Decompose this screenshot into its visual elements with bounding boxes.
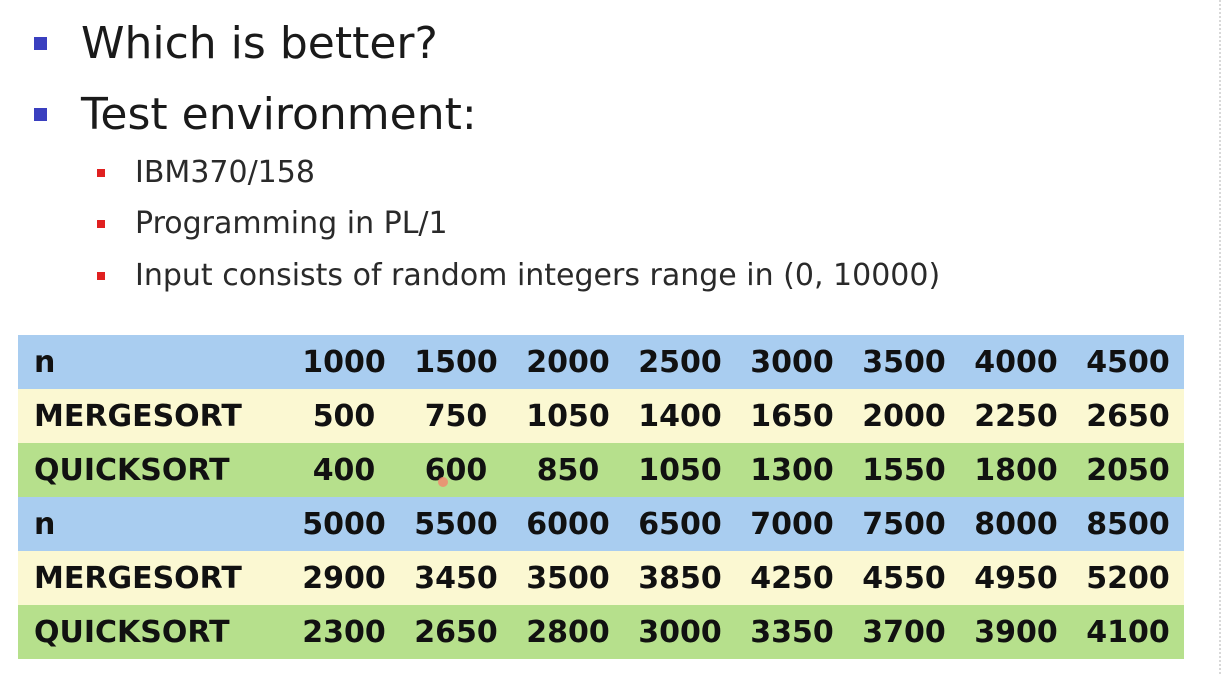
table-cell: 4000: [974, 344, 1058, 380]
table-cell: 1400: [638, 398, 722, 434]
table-cell: 2000: [862, 398, 946, 434]
table-row-mergesort: MERGESORT 2900 3450 3500 3850 4250 4550 …: [18, 551, 1184, 605]
table-cell: 850: [536, 452, 600, 488]
edge-divider: [1219, 0, 1221, 674]
table-cell: 4250: [750, 560, 834, 596]
row-label: MERGESORT: [34, 398, 242, 434]
table-cell: 750: [424, 398, 488, 434]
bullet-test-environment: Test environment:: [34, 89, 477, 140]
sub-bullet-language: Programming in PL/1: [97, 206, 448, 241]
table-cell: 2300: [302, 614, 386, 650]
table-cell: 2250: [974, 398, 1058, 434]
table-cell: 6500: [638, 506, 722, 542]
row-label: n: [34, 344, 56, 380]
table-cell: 1650: [750, 398, 834, 434]
table-cell: 3500: [526, 560, 610, 596]
row-label: n: [34, 506, 56, 542]
table-cell: 1500: [414, 344, 498, 380]
table-cell: 4500: [1086, 344, 1170, 380]
table-cell: 7500: [862, 506, 946, 542]
sub-bullet-square-icon: [97, 168, 105, 177]
table-cell: 2800: [526, 614, 610, 650]
row-label: QUICKSORT: [34, 614, 230, 650]
table-row-quicksort: QUICKSORT 2300 2650 2800 3000 3350 3700 …: [18, 605, 1184, 659]
table-cell: 3900: [974, 614, 1058, 650]
bullet-which-is-better: Which is better?: [34, 18, 438, 69]
table-cell: 5200: [1086, 560, 1170, 596]
sub-bullet-text: IBM370/158: [135, 155, 315, 190]
table-cell: 500: [312, 398, 376, 434]
table-cell: 2900: [302, 560, 386, 596]
sub-bullet-square-icon: [97, 219, 105, 228]
table-cell: 3700: [862, 614, 946, 650]
table-cell: 400: [312, 452, 376, 488]
bullet-square-icon: [34, 37, 47, 50]
table-cell: 2650: [1086, 398, 1170, 434]
pointer-cursor-icon: [438, 477, 448, 487]
table-row-n: n 5000 5500 6000 6500 7000 7500 8000 850…: [18, 497, 1184, 551]
table-cell: 3000: [638, 614, 722, 650]
bullet-square-icon: [34, 108, 47, 121]
table-cell: 1800: [974, 452, 1058, 488]
table-cell: 2000: [526, 344, 610, 380]
table-cell: 7000: [750, 506, 834, 542]
row-label: MERGESORT: [34, 560, 242, 596]
table-cell: 1550: [862, 452, 946, 488]
table-cell: 3000: [750, 344, 834, 380]
table-cell: 8500: [1086, 506, 1170, 542]
table-cell: 8000: [974, 506, 1058, 542]
sub-bullet-input: Input consists of random integers range …: [97, 258, 940, 293]
table-cell: 3450: [414, 560, 498, 596]
table-cell: 2500: [638, 344, 722, 380]
table-cell: 1050: [638, 452, 722, 488]
sub-bullet-text: Input consists of random integers range …: [135, 258, 941, 293]
table-row-quicksort: QUICKSORT 400 600 850 1050 1300 1550 180…: [18, 443, 1184, 497]
table-cell: 3500: [862, 344, 946, 380]
table-row-mergesort: MERGESORT 500 750 1050 1400 1650 2000 22…: [18, 389, 1184, 443]
table-cell: 3850: [638, 560, 722, 596]
table-cell: 600: [424, 452, 488, 488]
sort-timing-table: n 1000 1500 2000 2500 3000 3500 4000 450…: [18, 335, 1184, 659]
table-cell: 1050: [526, 398, 610, 434]
table-row-n: n 1000 1500 2000 2500 3000 3500 4000 450…: [18, 335, 1184, 389]
sub-bullet-machine: IBM370/158: [97, 155, 315, 190]
table-cell: 5000: [302, 506, 386, 542]
table-cell: 1300: [750, 452, 834, 488]
table-cell: 4950: [974, 560, 1058, 596]
sub-bullet-square-icon: [97, 271, 105, 280]
table-cell: 6000: [526, 506, 610, 542]
table-cell: 4550: [862, 560, 946, 596]
table-cell: 5500: [414, 506, 498, 542]
bullet-text: Which is better?: [81, 18, 438, 69]
table-cell: 2050: [1086, 452, 1170, 488]
row-label: QUICKSORT: [34, 452, 230, 488]
sub-bullet-text: Programming in PL/1: [135, 206, 448, 241]
table-cell: 1000: [302, 344, 386, 380]
table-cell: 4100: [1086, 614, 1170, 650]
bullet-text: Test environment:: [81, 89, 477, 140]
table-cell: 3350: [750, 614, 834, 650]
table-cell: 2650: [414, 614, 498, 650]
